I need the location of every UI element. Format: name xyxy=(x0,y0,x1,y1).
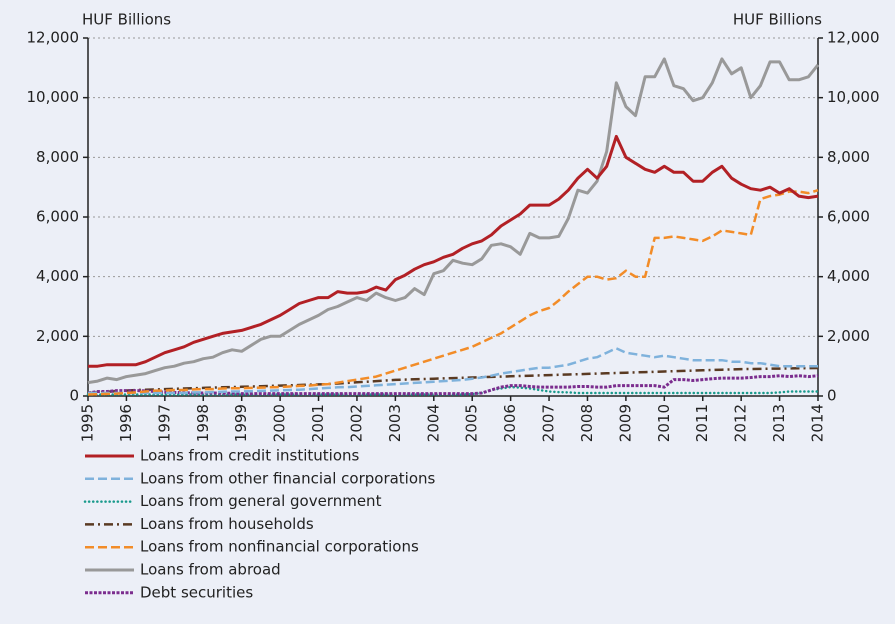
x-tick-label: 2010 xyxy=(655,404,673,442)
y-tick-label: 12,000 xyxy=(27,29,80,47)
y2-tick-label: 8,000 xyxy=(827,148,870,166)
legend-label: Loans from other financial corporations xyxy=(140,469,436,487)
y2-tick-label: 10,000 xyxy=(827,88,880,106)
legend-label: Debt securities xyxy=(140,583,253,601)
x-tick-label: 2012 xyxy=(732,404,750,442)
series-line xyxy=(88,347,818,395)
x-tick-label: 2006 xyxy=(501,404,519,442)
y2-tick-label: 12,000 xyxy=(827,29,880,47)
x-tick-label: 1997 xyxy=(155,404,173,442)
x-tick-label: 2007 xyxy=(540,404,558,442)
legend-label: Loans from households xyxy=(140,515,314,533)
series-line xyxy=(87,366,819,395)
series-line xyxy=(87,189,819,396)
legend-label: Loans from abroad xyxy=(140,561,281,579)
legend-label: Loans from nonfinancial corporations xyxy=(140,538,419,556)
y-tick-label: 6,000 xyxy=(36,208,79,226)
legend-label: Loans from general government xyxy=(140,492,382,510)
y2-tick-label: 0 xyxy=(827,387,837,405)
y-tick-label: 2,000 xyxy=(36,327,79,345)
series-line xyxy=(87,57,820,385)
y2-tick-label: 2,000 xyxy=(827,327,870,345)
series-line xyxy=(88,134,819,368)
x-tick-label: 1998 xyxy=(194,404,212,442)
x-tick-label: 2014 xyxy=(809,404,827,442)
x-tick-label: 2011 xyxy=(693,404,711,442)
y-tick-label: 8,000 xyxy=(36,148,79,166)
x-tick-label: 2005 xyxy=(463,404,481,442)
y-tick-label: 0 xyxy=(69,387,79,405)
x-tick-label: 2009 xyxy=(616,404,634,442)
y-axis-label: HUF Billions xyxy=(82,11,171,29)
x-tick-label: 1996 xyxy=(117,404,135,442)
y-tick-label: 10,000 xyxy=(27,88,80,106)
x-tick-label: 2008 xyxy=(578,404,596,442)
y2-tick-label: 6,000 xyxy=(827,208,870,226)
x-tick-label: 2002 xyxy=(347,404,365,442)
x-tick-label: 1999 xyxy=(232,404,250,442)
y2-tick-label: 4,000 xyxy=(827,267,870,285)
y2-axis-label: HUF Billions xyxy=(733,11,822,29)
x-tick-label: 2001 xyxy=(309,404,327,442)
x-tick-label: 2013 xyxy=(770,404,788,442)
x-tick-label: 1995 xyxy=(79,404,97,442)
x-tick-label: 2004 xyxy=(424,404,442,442)
x-tick-label: 2003 xyxy=(386,404,404,442)
y-tick-label: 4,000 xyxy=(36,267,79,285)
x-tick-label: 2000 xyxy=(271,404,289,442)
legend-label: Loans from credit institutions xyxy=(140,447,360,465)
